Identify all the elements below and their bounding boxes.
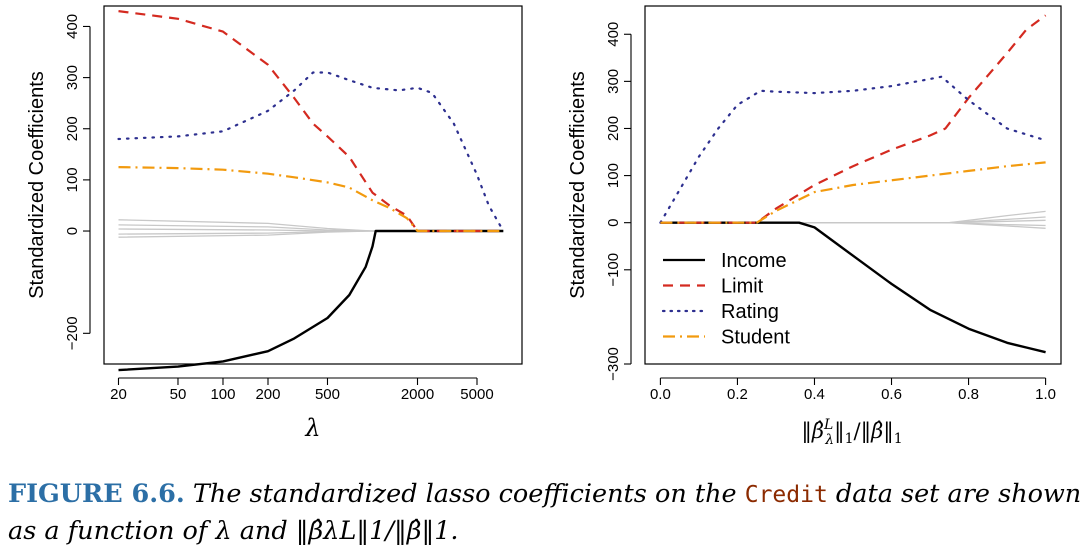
student-legend-label: Student — [721, 327, 790, 349]
x-tick-label: 0.6 — [881, 386, 902, 403]
limit-legend-label: Limit — [721, 276, 764, 298]
y-tick-label: 300 — [605, 69, 622, 94]
student-line — [660, 161, 1046, 224]
caption-text: data set are shown as a function of — [8, 479, 1082, 546]
x-tick-label: 500 — [315, 386, 340, 403]
y-tick-label: 200 — [64, 116, 81, 141]
caption-label: FIGURE 6.6. — [8, 479, 185, 509]
y-tick-label: −200 — [64, 316, 81, 350]
x-axis: 0.0 0.2 0.4 0.6 0.8 1.0 — [650, 377, 1056, 403]
other-coefficient-lines — [118, 219, 504, 238]
lambda-panel: 20 50 100 200 500 2000 5000 −2000100200300400 … — [26, 5, 523, 442]
caption-text: and — [231, 516, 296, 546]
x-axis-label: λ — [304, 414, 320, 442]
y-axis-label: Standardized Coefficients — [567, 71, 589, 299]
income-line — [660, 221, 1046, 354]
x-axis-label: ‖β̂L λ‖1/‖β̂‖1 — [801, 417, 902, 448]
coefficient-lines — [659, 14, 1047, 354]
x-tick-label: 5000 — [460, 386, 493, 403]
figure-caption: FIGURE 6.6. The standardized lasso coeff… — [8, 476, 1086, 549]
x-tick-label: 50 — [170, 386, 187, 403]
caption-text: . — [450, 516, 459, 546]
y-tick-label: 100 — [64, 167, 81, 192]
income-line — [118, 229, 504, 372]
rating-line — [659, 75, 1047, 224]
lasso-figure: 20 50 100 200 500 2000 5000 −2000100200300400 … — [26, 5, 1062, 448]
y-tick-label: −100 — [605, 253, 622, 287]
y-tick-label: 0 — [605, 219, 622, 227]
y-tick-label: 300 — [64, 65, 81, 90]
other-coefficient-line — [660, 222, 1046, 229]
student-line — [118, 166, 504, 233]
x-tick-label: 1.0 — [1035, 386, 1056, 403]
caption-math-norm-ratio: ‖β̂λL‖1/‖β̂‖1 — [295, 516, 451, 546]
y-tick-label: 100 — [605, 163, 622, 188]
legend: Income Limit Rating Student — [661, 250, 790, 349]
y-axis: −300 −100 0 100 200 300 400 — [605, 22, 632, 381]
caption-dataset: Credit — [744, 482, 828, 508]
x-tick-label: 0.2 — [727, 386, 748, 403]
norm-ratio-panel: 0.0 0.2 0.4 0.6 0.8 1.0 −300 −100 0 100 200 300 400… — [567, 5, 1062, 448]
rating-legend-label: Rating — [721, 301, 779, 323]
y-axis: −200 0 100 200 300 400 — [64, 14, 91, 350]
caption-math-lambda: λ — [215, 516, 232, 546]
income-legend-label: Income — [721, 250, 787, 272]
x-tick-label: 200 — [255, 386, 280, 403]
limit-line — [660, 14, 1047, 224]
plot-frame — [644, 5, 1062, 365]
rating-line — [117, 71, 505, 233]
x-tick-label: 0.4 — [804, 386, 825, 403]
plot-frame — [103, 5, 523, 365]
x-tick-label: 0.8 — [958, 386, 979, 403]
x-tick-label: 100 — [210, 386, 235, 403]
x-tick-label: 2000 — [401, 386, 434, 403]
y-tick-label: −300 — [605, 347, 622, 381]
y-tick-label: 0 — [64, 227, 81, 235]
x-tick-label: 20 — [110, 386, 127, 403]
caption-text: The standardized lasso coefficients on t… — [184, 479, 745, 509]
x-tick-label: 0.0 — [650, 386, 671, 403]
y-axis-label: Standardized Coefficients — [26, 71, 48, 299]
other-coefficient-lines — [660, 210, 1046, 229]
y-tick-label: 400 — [64, 14, 81, 39]
y-tick-label: 400 — [605, 22, 622, 47]
coefficient-lines — [117, 10, 505, 372]
y-tick-label: 200 — [605, 116, 622, 141]
x-axis: 20 50 100 200 500 2000 5000 — [110, 377, 494, 403]
limit-line — [118, 10, 504, 233]
